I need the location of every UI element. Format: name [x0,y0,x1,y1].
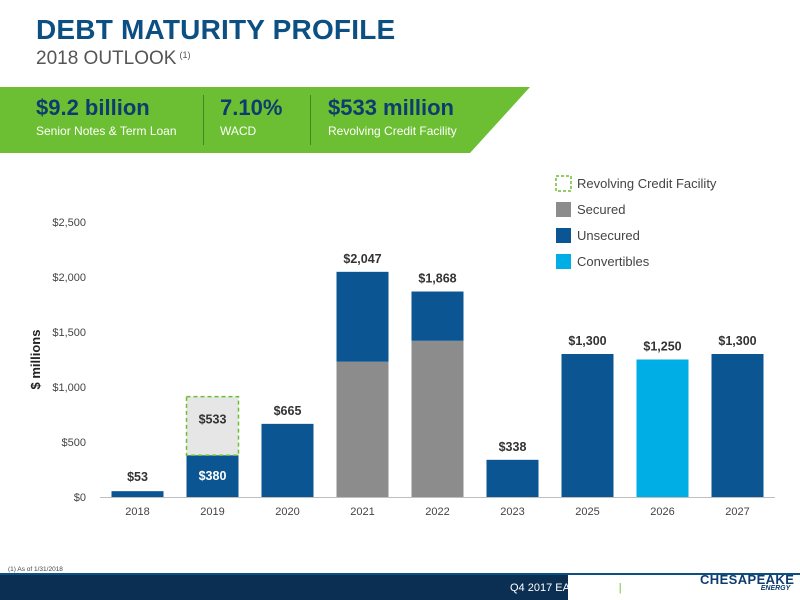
bar-unsecured [711,354,764,497]
stat-revolver: $533 million Revolving Credit Facility [328,95,457,138]
stat-wacd: 7.10% WACD [220,95,282,138]
bar-revolving-credit-facility [185,395,240,456]
data-label: $533 [199,412,227,426]
x-tick-label: 2020 [275,506,299,518]
y-tick-label: $1,500 [52,327,86,339]
bar-unsecured [411,291,464,341]
bar-secured [411,340,464,497]
bar-unsecured [486,459,539,497]
company-logo: CHESAPEAKE ENERGY [700,571,795,592]
stat-divider [310,95,311,145]
stats-band-arrow [0,87,530,153]
x-tick-label: 2019 [200,506,224,518]
stat-senior-notes: $9.2 billion Senior Notes & Term Loan [36,95,177,138]
bar-unsecured [336,271,389,362]
legend-swatch [556,254,571,269]
bar-unsecured [186,455,239,497]
footer-label: Q4 2017 EARNINGS | 9 [510,582,634,594]
bar-unsecured [561,354,614,497]
y-tick-label: $2,000 [52,272,86,284]
stat-wacd-value: 7.10% [220,95,283,120]
data-label: $1,300 [718,334,756,348]
footer-logo-area [568,575,800,600]
data-label: $380 [199,469,227,483]
x-tick-label: 2022 [425,506,449,518]
legend-label: Secured [577,202,625,217]
footer-rule [0,573,800,575]
logo-subtitle: ENERGY [760,585,791,592]
bar-secured [336,361,389,497]
legend-label: Revolving Credit Facility [577,176,717,191]
page-subtitle: 2018 OUTLOOK (1) [36,48,190,70]
y-tick-label: $500 [62,437,86,449]
y-tick-label: $1,000 [52,382,86,394]
data-label: $53 [127,470,148,484]
data-label: $1,300 [568,334,606,348]
legend-swatch [556,202,571,217]
stat-revolver-value: $533 million [328,95,454,120]
x-tick-label: 2027 [725,506,749,518]
footnote: (1) As of 1/31/2018 [8,566,63,573]
footer-earnings-label: Q4 2017 EARNINGS [510,582,613,594]
x-tick-label: 2021 [350,506,374,518]
x-tick-label: 2018 [125,506,149,518]
stat-senior-notes-value: $9.2 billion [36,95,150,120]
debt-maturity-chart: $0 $500 $1,000 $1,500 $2,000 $2,500 $ millions… [28,175,775,518]
x-tick-label: 2023 [500,506,524,518]
stat-revolver-label: Revolving Credit Facility [328,124,457,138]
stat-senior-notes-label: Senior Notes & Term Loan [36,124,177,138]
stat-divider [203,95,204,145]
x-tick-label: 2026 [650,506,674,518]
subtitle-footnote-marker: (1) [179,50,191,60]
legend-label: Convertibles [577,254,650,269]
bar-unsecured [111,491,164,497]
stat-wacd-label: WACD [220,124,257,138]
data-label: $338 [499,440,527,454]
logo-wordmark: CHESAPEAKE [700,572,795,587]
legend-swatch [556,228,571,243]
y-tick-label: $2,500 [52,217,86,229]
subtitle-text: 2018 OUTLOOK [36,48,177,69]
data-label: $665 [274,404,302,418]
y-axis-label: $ millions [28,330,43,390]
y-tick-label: $0 [74,492,86,504]
bar-convertibles [636,359,689,497]
page-number: 9 [627,582,634,594]
data-label: $2,047 [343,252,381,266]
footer-separator: | [618,582,622,594]
legend-swatch [555,175,572,192]
x-tick-label: 2025 [575,506,599,518]
bar-unsecured [261,423,314,497]
data-label: $1,250 [643,340,681,354]
page-title: DEBT MATURITY PROFILE [36,14,396,45]
legend-label: Unsecured [577,228,640,243]
data-label: $1,868 [418,272,456,286]
